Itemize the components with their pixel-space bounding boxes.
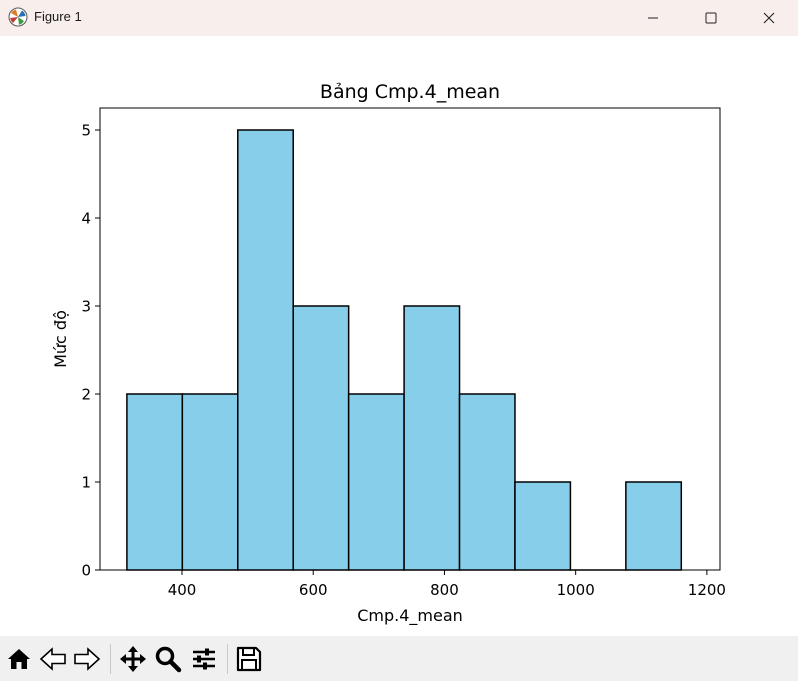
maximize-icon <box>705 12 717 24</box>
histogram-bar <box>514 481 572 571</box>
minimize-button[interactable] <box>624 0 682 36</box>
x-axis-label: Cmp.4_mean <box>357 606 463 626</box>
close-button[interactable] <box>740 0 798 36</box>
histogram-bar <box>181 393 239 571</box>
configure-subplots-icon <box>193 648 215 670</box>
toolbar-separator <box>227 644 228 674</box>
figure-canvas[interactable]: Bảng Cmp.4_mean 400 600 800 1000 1200 0 1 2 3 4 5… <box>0 36 798 636</box>
y-tick-label: 4 <box>81 210 91 228</box>
y-tick-label: 5 <box>81 122 91 140</box>
zoom-button[interactable] <box>153 644 183 674</box>
forward-icon <box>74 647 101 671</box>
back-button[interactable] <box>38 644 68 674</box>
histogram-bar <box>237 129 294 571</box>
pan-button[interactable] <box>118 644 148 674</box>
window-titlebar: Figure 1 <box>0 0 798 36</box>
home-icon <box>8 649 30 669</box>
y-tick-label: 1 <box>81 474 91 492</box>
zoom-icon <box>155 646 182 673</box>
bars-group <box>126 129 683 571</box>
window-title: Figure 1 <box>34 9 82 24</box>
forward-button[interactable] <box>72 644 102 674</box>
minimize-icon <box>648 17 658 19</box>
close-icon <box>763 12 775 24</box>
x-axis-ticks: 400 600 800 1000 1200 <box>168 570 726 599</box>
pan-icon <box>120 646 146 672</box>
y-tick-label: 2 <box>81 386 91 404</box>
x-tick-label: 600 <box>299 581 328 599</box>
y-axis-ticks: 0 1 2 3 4 5 <box>81 122 100 580</box>
histogram-bar <box>458 393 516 571</box>
x-tick-label: 1000 <box>557 581 595 599</box>
y-tick-label: 3 <box>81 298 91 316</box>
histogram-bar <box>625 481 683 571</box>
histogram-chart: Bảng Cmp.4_mean 400 600 800 1000 1200 0 1 2 3 4 5… <box>51 81 726 626</box>
chart-title: Bảng Cmp.4_mean <box>320 81 500 103</box>
home-button[interactable] <box>4 644 34 674</box>
y-tick-label: 0 <box>81 562 91 580</box>
navigation-toolbar <box>0 636 798 681</box>
y-axis-label: Mức độ <box>51 310 70 368</box>
toolbar-separator <box>110 644 111 674</box>
save-icon <box>236 646 262 672</box>
histogram-bar <box>347 393 405 571</box>
histogram-bar <box>126 393 184 571</box>
x-tick-label: 400 <box>168 581 197 599</box>
histogram-bar <box>292 305 350 571</box>
x-tick-label: 800 <box>430 581 459 599</box>
configure-subplots-button[interactable] <box>189 644 219 674</box>
histogram-bar <box>403 305 461 571</box>
back-icon <box>39 647 66 671</box>
plot-frame <box>99 107 721 571</box>
matplotlib-logo-icon <box>8 7 28 27</box>
x-tick-label: 1200 <box>688 581 726 599</box>
save-button[interactable] <box>234 644 264 674</box>
maximize-button[interactable] <box>682 0 740 36</box>
